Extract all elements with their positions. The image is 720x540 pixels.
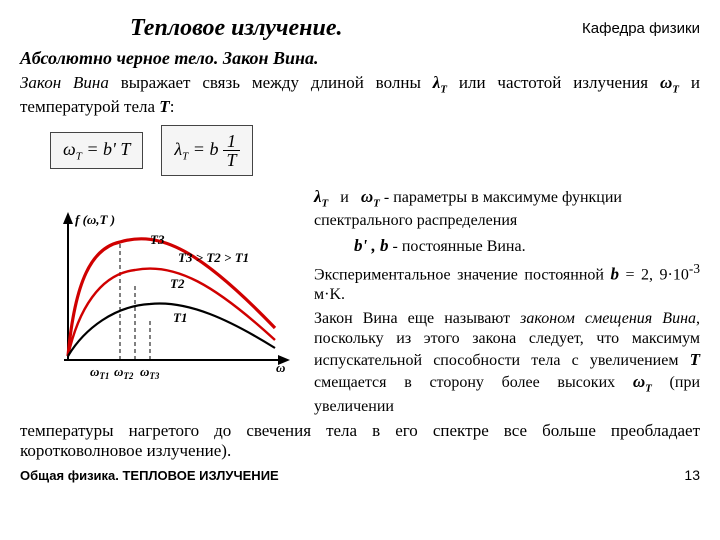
formula2-fraction: 1 T [222, 132, 240, 169]
footer-left: Общая физика. ТЕПЛОВОЕ ИЗЛУЧЕНИЕ [20, 468, 279, 483]
intro-text-e: : [170, 97, 175, 116]
page-title: Тепловое излучение. [130, 15, 343, 42]
exp-text2: = 2, 9·10 [619, 266, 689, 283]
constants-line: b' , b - постоянные Вина. [314, 235, 700, 257]
formula-row: ωT = b' T λT = b 1 T [50, 125, 700, 176]
exp-sup: -3 [689, 261, 700, 276]
spectral-chart: f (ω,T )ωT3T2T1T3 > T2 > T1ωT1ωT2ωT3 [20, 210, 300, 390]
symbol-omegaT-2: ωT [361, 187, 380, 206]
right-column: λT и ωT - параметры в максимуме функции … [314, 182, 700, 421]
and-word: и [340, 189, 349, 206]
intro-text-b: выражает связь между длиной волны [109, 73, 433, 92]
header-row: Тепловое излучение. Кафедра физики [20, 15, 700, 42]
svg-text:T2: T2 [170, 276, 185, 291]
svg-text:T1: T1 [173, 310, 187, 325]
svg-text:ωT3: ωT3 [140, 364, 160, 381]
wien-b: законом смещения Вина [520, 310, 696, 327]
frac-num: 1 [223, 132, 240, 151]
chart-svg: f (ω,T )ωT3T2T1T3 > T2 > T1ωT1ωT2ωT3 [20, 210, 300, 390]
exp-text1: Экспериментальное значение постоянной [314, 266, 610, 283]
svg-text:T3: T3 [150, 232, 165, 247]
symbol-b: b [610, 264, 619, 283]
symbol-T2: T [690, 350, 700, 369]
svg-text:ω: ω [276, 360, 285, 375]
frac-den: T [222, 151, 240, 169]
formula-box-1: ωT = b' T [50, 132, 143, 170]
intro-law-name: Закон Вина [20, 73, 109, 92]
intro-paragraph: Закон Вина выражает связь между длиной в… [20, 73, 700, 117]
svg-text:T3 > T2 > T1: T3 > T2 > T1 [178, 250, 249, 265]
formula-box-2: λT = b 1 T [161, 125, 253, 176]
exp-text3: м·K. [314, 286, 345, 303]
symbol-omegaT-3: ωT [633, 372, 652, 391]
symbol-T: T [159, 97, 169, 116]
intro-text-c: или частотой излучения [447, 73, 660, 92]
svg-text:ωT2: ωT2 [114, 364, 134, 381]
symbol-omegaT-1: ωT [660, 73, 679, 92]
formula2-left: λT = b [174, 139, 218, 163]
formula1-content: ωT = b' T [63, 139, 130, 163]
wien-a: Закон Вина еще называют [314, 310, 520, 327]
footer: Общая физика. ТЕПЛОВОЕ ИЗЛУЧЕНИЕ 13 [20, 467, 700, 483]
symbol-lambdaT-2: λT [314, 187, 328, 206]
wien-tail: температуры нагретого до свечения тела в… [20, 421, 700, 462]
mid-row: f (ω,T )ωT3T2T1T3 > T2 > T1ωT1ωT2ωT3 λT … [20, 182, 700, 421]
symbol-lambdaT-1: λT [433, 73, 447, 92]
wien-paragraph-1: Закон Вина еще называют законом смещения… [314, 309, 700, 416]
experimental-line: Экспериментальное значение постоянной b … [314, 261, 700, 305]
svg-text:f (ω,T ): f (ω,T ) [75, 212, 115, 227]
svg-text:ωT1: ωT1 [90, 364, 109, 381]
department-label: Кафедра физики [582, 20, 700, 37]
params-line: λT и ωT - параметры в максимуме функции … [314, 186, 700, 231]
page-number: 13 [684, 467, 700, 483]
subtitle: Абсолютно черное тело. Закон Вина. [20, 48, 700, 69]
symbol-both-b: b' , b [354, 236, 388, 255]
explain2: - постоянные Вина. [392, 238, 525, 255]
wien-d: смещается в сторону более высоких [314, 374, 633, 391]
